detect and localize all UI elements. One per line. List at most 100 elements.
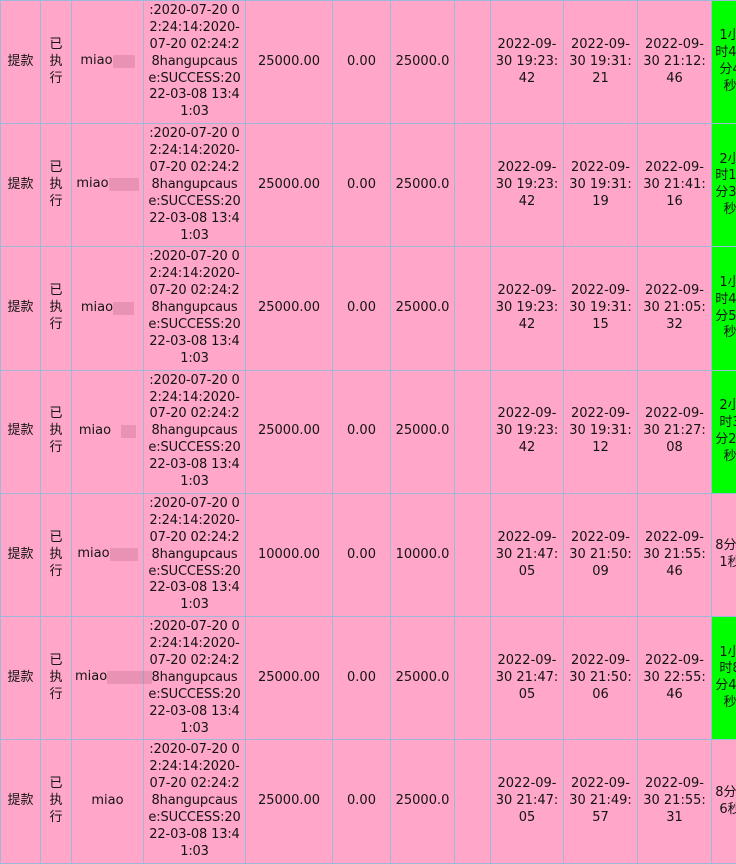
cell-net-amount: 25000.0	[391, 247, 455, 370]
account-redaction-block	[110, 548, 138, 561]
cell-amount: 25000.00	[246, 124, 333, 247]
cell-account-name: miao	[72, 740, 144, 863]
cell-submitted-time: 2022-09-30 19:23:42	[491, 370, 564, 493]
cell-detail-log: :2020-07-20 02:24:14:2020-07-20 02:24:28…	[144, 493, 246, 616]
cell-transaction-status: 已执行	[41, 124, 72, 247]
cell-net-amount: 25000.0	[391, 124, 455, 247]
cell-empty	[455, 247, 491, 370]
cell-net-amount: 10000.0	[391, 493, 455, 616]
cell-fee: 0.00	[333, 1, 391, 124]
cell-transaction-type: 提款	[1, 1, 41, 124]
cell-fee: 0.00	[333, 370, 391, 493]
cell-transaction-type: 提款	[1, 493, 41, 616]
cell-processed-time: 2022-09-30 19:31:12	[564, 370, 638, 493]
cell-submitted-time: 2022-09-30 21:47:05	[491, 493, 564, 616]
cell-empty	[455, 1, 491, 124]
cell-account-name: miao	[72, 493, 144, 616]
cell-transaction-type: 提款	[1, 617, 41, 740]
cell-account-name: miao	[72, 247, 144, 370]
cell-amount: 10000.00	[246, 493, 333, 616]
cell-transaction-status: 已执行	[41, 493, 72, 616]
cell-elapsed-duration: 1小时41分50秒	[712, 247, 736, 370]
cell-net-amount: 25000.0	[391, 1, 455, 124]
cell-net-amount: 25000.0	[391, 370, 455, 493]
account-name-text: miao	[81, 300, 113, 315]
cell-completed-time: 2022-09-30 22:55:46	[638, 617, 712, 740]
cell-elapsed-duration: 1小时49分4秒	[712, 1, 736, 124]
account-redaction-block	[113, 55, 135, 68]
cell-detail-log: :2020-07-20 02:24:14:2020-07-20 02:24:28…	[144, 740, 246, 863]
cell-net-amount: 25000.0	[391, 740, 455, 863]
cell-fee: 0.00	[333, 247, 391, 370]
account-name-text: miao	[76, 176, 108, 191]
cell-fee: 0.00	[333, 124, 391, 247]
cell-elapsed-duration: 8分26秒	[712, 740, 736, 863]
cell-submitted-time: 2022-09-30 19:23:42	[491, 1, 564, 124]
cell-account-name: miao	[72, 124, 144, 247]
cell-net-amount: 25000.0	[391, 617, 455, 740]
cell-processed-time: 2022-09-30 19:31:21	[564, 1, 638, 124]
cell-amount: 25000.00	[246, 617, 333, 740]
cell-completed-time: 2022-09-30 21:12:46	[638, 1, 712, 124]
cell-empty	[455, 370, 491, 493]
table-row[interactable]: 提款已执行 miao :2020-07-20 02:24:14:2020-07-20…	[1, 1, 736, 124]
cell-detail-log: :2020-07-20 02:24:14:2020-07-20 02:24:28…	[144, 617, 246, 740]
cell-completed-time: 2022-09-30 21:55:46	[638, 493, 712, 616]
cell-submitted-time: 2022-09-30 19:23:42	[491, 124, 564, 247]
cell-transaction-status: 已执行	[41, 1, 72, 124]
account-redaction-block	[121, 425, 136, 438]
table-row[interactable]: 提款已执行 miao :2020-07-20 02:24:14:2020-07-20…	[1, 370, 736, 493]
table-row[interactable]: 提款已执行 miao :2020-07-20 02:24:14:2020-07-20…	[1, 124, 736, 247]
cell-detail-log: :2020-07-20 02:24:14:2020-07-20 02:24:28…	[144, 370, 246, 493]
cell-submitted-time: 2022-09-30 19:23:42	[491, 247, 564, 370]
cell-transaction-type: 提款	[1, 124, 41, 247]
cell-transaction-status: 已执行	[41, 740, 72, 863]
cell-transaction-status: 已执行	[41, 617, 72, 740]
account-name-text: miao	[75, 669, 107, 684]
cell-account-name: miao	[72, 617, 144, 740]
cell-completed-time: 2022-09-30 21:05:32	[638, 247, 712, 370]
account-name-text: miao	[80, 53, 112, 68]
cell-transaction-type: 提款	[1, 247, 41, 370]
cell-empty	[455, 617, 491, 740]
cell-processed-time: 2022-09-30 21:49:57	[564, 740, 638, 863]
cell-amount: 25000.00	[246, 370, 333, 493]
cell-submitted-time: 2022-09-30 21:47:05	[491, 740, 564, 863]
cell-empty	[455, 493, 491, 616]
account-name-text: miao	[79, 423, 111, 438]
cell-fee: 0.00	[333, 493, 391, 616]
cell-elapsed-duration: 8分41秒	[712, 493, 736, 616]
cell-detail-log: :2020-07-20 02:24:14:2020-07-20 02:24:28…	[144, 247, 246, 370]
cell-processed-time: 2022-09-30 19:31:19	[564, 124, 638, 247]
cell-fee: 0.00	[333, 617, 391, 740]
cell-elapsed-duration: 1小时8分41秒	[712, 617, 736, 740]
account-name-text: miao	[77, 546, 109, 561]
cell-elapsed-duration: 2小时17分34秒	[712, 124, 736, 247]
table-row[interactable]: 提款已执行 miao :2020-07-20 02:24:14:2020-07-20…	[1, 493, 736, 616]
cell-submitted-time: 2022-09-30 21:47:05	[491, 617, 564, 740]
cell-account-name: miao	[72, 370, 144, 493]
cell-transaction-status: 已执行	[41, 370, 72, 493]
cell-amount: 25000.00	[246, 740, 333, 863]
cell-transaction-type: 提款	[1, 740, 41, 863]
cell-completed-time: 2022-09-30 21:27:08	[638, 370, 712, 493]
cell-transaction-type: 提款	[1, 370, 41, 493]
table-row[interactable]: 提款已执行 miao :2020-07-20 02:24:14:2020-07-20…	[1, 740, 736, 863]
cell-detail-log: :2020-07-20 02:24:14:2020-07-20 02:24:28…	[144, 124, 246, 247]
cell-elapsed-duration: 2小时3分26秒	[712, 370, 736, 493]
cell-processed-time: 2022-09-30 21:50:06	[564, 617, 638, 740]
cell-empty	[455, 740, 491, 863]
cell-processed-time: 2022-09-30 19:31:15	[564, 247, 638, 370]
cell-processed-time: 2022-09-30 21:50:09	[564, 493, 638, 616]
cell-completed-time: 2022-09-30 21:55:31	[638, 740, 712, 863]
cell-amount: 25000.00	[246, 1, 333, 124]
cell-fee: 0.00	[333, 740, 391, 863]
account-redaction-block	[113, 302, 134, 315]
cell-empty	[455, 124, 491, 247]
account-redaction-block	[107, 671, 152, 684]
account-redaction-block	[109, 178, 139, 191]
cell-detail-log: :2020-07-20 02:24:14:2020-07-20 02:24:28…	[144, 1, 246, 124]
account-name-text: miao	[91, 793, 123, 808]
